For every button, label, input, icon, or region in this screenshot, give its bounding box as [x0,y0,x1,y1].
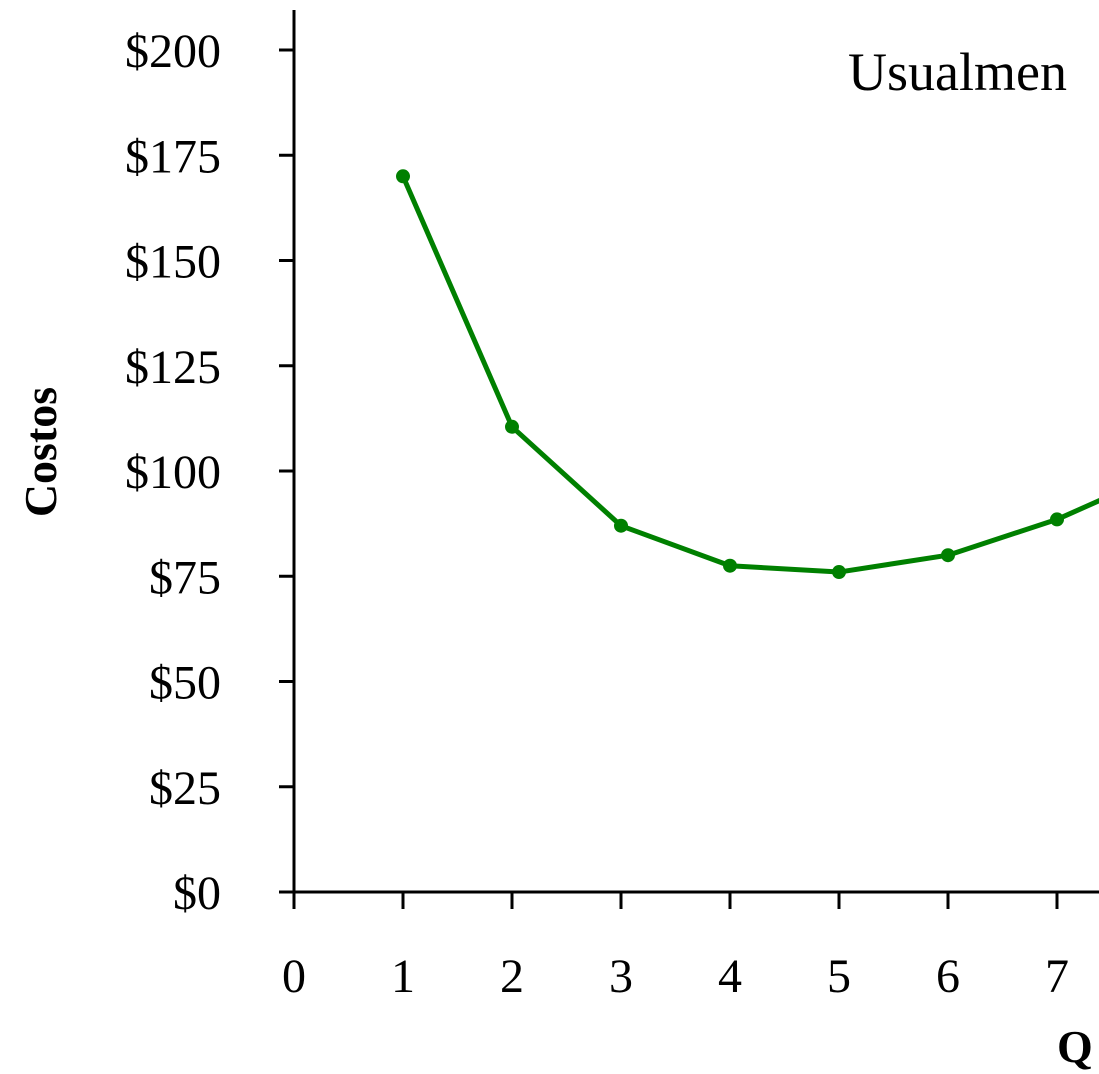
data-point [1050,512,1064,527]
x-axis-title: Q [1057,1021,1093,1072]
series-line [400,175,1099,575]
data-point [505,419,519,434]
data-point [941,548,955,563]
y-ticks: $0 $25 $50 $75 $100 $125 $150 $175 $200 [125,25,294,920]
y-tick-label: $25 [149,762,221,815]
x-tick-label: 3 [609,950,633,1003]
x-tick-label: 7 [1045,950,1069,1003]
y-tick-label: $150 [125,236,221,289]
y-tick-label: $125 [125,341,221,394]
y-tick-label: $75 [149,551,221,604]
x-tick-label: 1 [391,950,415,1003]
data-point [723,558,737,573]
data-point [832,565,846,580]
y-tick-label: $175 [125,130,221,183]
y-tick-label: $50 [149,657,221,710]
x-tick-label: 0 [282,950,306,1003]
x-tick-label: 5 [827,950,851,1003]
x-tick-label: 4 [718,950,742,1003]
axes [292,10,1099,894]
series-group [396,169,1099,580]
chart-annotation: Usualmen [848,42,1067,102]
x-tick-label: 2 [500,950,524,1003]
y-tick-label: $200 [125,25,221,78]
data-point [614,518,628,533]
y-axis-title: Costos [15,387,66,517]
y-tick-label: $100 [125,446,221,499]
y-tick-label: $0 [173,867,221,920]
x-ticks: 0 1 2 3 4 5 6 7 [282,892,1069,1003]
data-point [396,169,410,184]
x-tick-label: 6 [936,950,960,1003]
